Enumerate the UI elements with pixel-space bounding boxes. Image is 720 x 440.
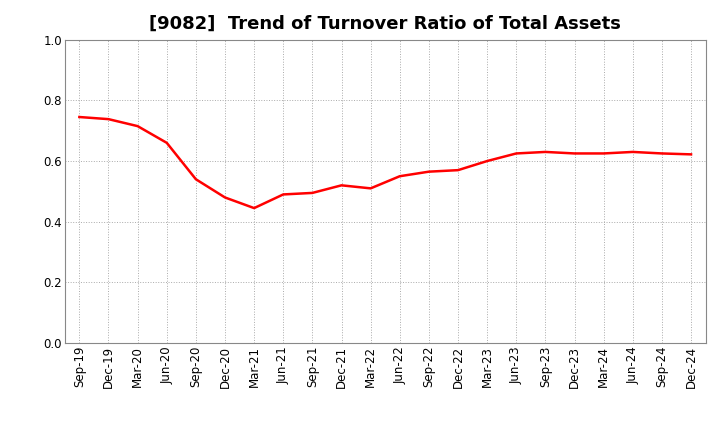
Title: [9082]  Trend of Turnover Ratio of Total Assets: [9082] Trend of Turnover Ratio of Total … [149,15,621,33]
